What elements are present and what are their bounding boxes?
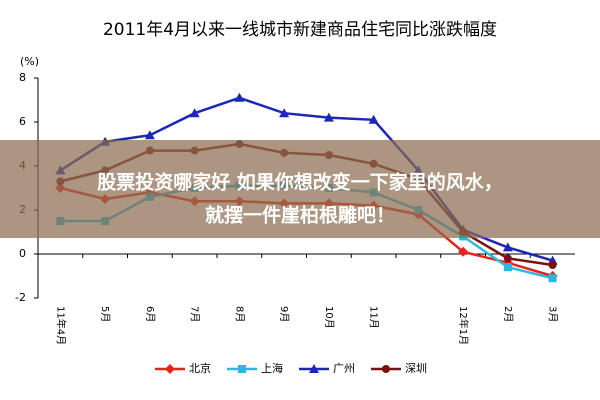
marker: [368, 114, 379, 124]
marker: [323, 112, 334, 122]
marker: [189, 108, 200, 118]
marker: [503, 254, 512, 263]
overlay-banner: [0, 140, 600, 238]
overlay-text: 就摆一件崖柏根雕吧！: [205, 204, 395, 227]
y-axis-label: (%): [20, 55, 39, 68]
marker: [144, 130, 155, 140]
x-tick-label: 3月: [547, 306, 559, 322]
marker: [165, 364, 175, 374]
x-tick-label: 7月: [189, 306, 201, 322]
marker: [382, 365, 390, 373]
y-tick-label: 0: [19, 247, 26, 260]
x-tick-label: 8月: [233, 306, 245, 322]
marker: [548, 274, 557, 283]
marker: [279, 108, 290, 118]
x-tick-label: 12年1月: [457, 306, 470, 345]
legend-label: 北京: [189, 361, 211, 375]
y-tick-label: -2: [15, 291, 26, 304]
legend-label: 深圳: [405, 362, 427, 375]
overlay-text: 股票投资哪家好 如果你想改变一下家里的风水，: [97, 171, 503, 194]
x-tick-label: 5月: [99, 306, 111, 322]
marker: [238, 365, 246, 373]
y-tick-label: 8: [19, 71, 26, 84]
marker: [548, 261, 557, 269]
x-tick-label: 11月: [368, 306, 380, 329]
x-tick-label: 2月: [502, 306, 514, 322]
chart-title: 2011年4月以来一线城市新建商品住宅同比涨跌幅度: [103, 20, 497, 40]
x-tick-label: 10月: [323, 306, 335, 329]
legend-label: 上海: [261, 361, 283, 375]
x-tick-label: 6月: [144, 306, 156, 322]
x-tick-label: 9月: [278, 306, 290, 322]
y-tick-label: 6: [19, 115, 26, 128]
legend-label: 广州: [333, 362, 355, 375]
marker: [503, 263, 512, 272]
x-tick-label: 11年4月: [54, 306, 67, 345]
marker: [309, 364, 319, 373]
marker: [458, 246, 469, 257]
marker: [234, 92, 245, 102]
marker: [502, 242, 513, 252]
